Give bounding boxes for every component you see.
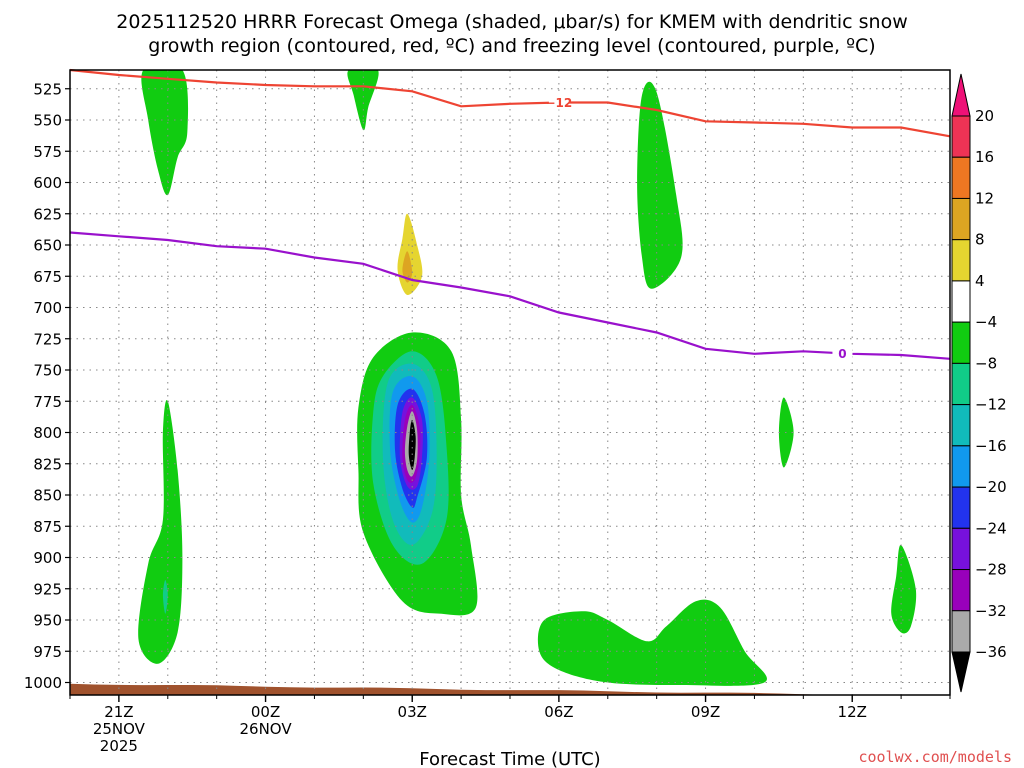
- omega-green-blob-hour11: [637, 81, 683, 289]
- y-axis: 525 550 575 600 625 650 675 700 725 750 775 800 825 8…: [24, 80, 70, 692]
- x-tick-label-03Z: 03Z: [398, 703, 427, 721]
- y-tick-label-1000: 1000: [24, 674, 62, 692]
- colorbar-label-5: −4: [975, 313, 997, 331]
- colorbar-label-10: −24: [975, 519, 1007, 537]
- colorbar-swatch-10: [951, 527, 971, 571]
- x-axis: 21Z 25NOV 2025 00Z 26NOV 03Z 06Z 09Z 12Z: [69, 695, 951, 755]
- omega-green-bottom-strip: [537, 599, 767, 686]
- colorbar-label-4: 4: [975, 272, 985, 290]
- y-tick-label-975: 975: [33, 643, 62, 661]
- colorbar-label-2: 12: [975, 189, 994, 207]
- colorbar: 20 16 12 8 4 −4 −8 −12 −16 −20 −24 −28 −32 −36: [951, 73, 1007, 693]
- colorbar-swatch-4: [951, 280, 971, 323]
- plot-area: [70, 70, 950, 695]
- x-tick-label-21Z: 21Z 25NOV 2025: [93, 703, 146, 755]
- x-tick-label-00Z: 00Z 26NOV: [239, 703, 292, 738]
- colorbar-swatch-1: [951, 156, 971, 199]
- colorbar-swatch-2: [951, 197, 971, 241]
- omega-teal-core-left: [162, 580, 168, 614]
- colorbar-label-9: −20: [975, 478, 1007, 496]
- colorbar-swatch-8: [951, 445, 971, 488]
- y-tick-label-725: 725: [33, 330, 62, 348]
- y-tick-label-850: 850: [33, 487, 62, 505]
- colorbar-label-8: −16: [975, 437, 1007, 455]
- colorbar-label-12: −32: [975, 602, 1007, 620]
- chart-title-line1: 2025112520 HRRR Forecast Omega (shaded, …: [116, 11, 908, 33]
- terrain: [70, 683, 950, 695]
- y-tick-label-750: 750: [33, 362, 62, 380]
- grid-lines: [70, 70, 950, 695]
- x-axis-label: Forecast Time (UTC): [419, 749, 600, 768]
- dgz-contour: [69, 68, 951, 138]
- colorbar-label-3: 8: [975, 231, 985, 249]
- omega-green-blob-left-top: [141, 70, 189, 196]
- dgz-contour-label: −12: [546, 96, 573, 110]
- y-tick-label-525: 525: [33, 80, 62, 98]
- y-tick-label-625: 625: [33, 205, 62, 223]
- omega-black-core: [408, 419, 416, 471]
- y-tick-label-700: 700: [33, 299, 62, 317]
- x-tick-label-12Z: 12Z: [838, 703, 867, 721]
- colorbar-label-0: 20: [975, 107, 994, 125]
- omega-yellow-blob-top-right: [876, 70, 950, 222]
- colorbar-bottom-arrow: [951, 651, 971, 693]
- omega-yellow-blob-low: [211, 582, 281, 629]
- y-tick-label-650: 650: [33, 237, 62, 255]
- colorbar-label-6: −8: [975, 354, 997, 372]
- y-tick-label-900: 900: [33, 549, 62, 567]
- colorbar-top-arrow: [951, 73, 971, 117]
- y-tick-label-550: 550: [33, 112, 62, 130]
- dgz-label-bg: [548, 95, 569, 110]
- freezing-level-label-bg: [832, 346, 853, 361]
- colorbar-swatch-12: [951, 610, 971, 653]
- colorbar-swatch-11: [951, 569, 971, 612]
- colorbar-label-13: −36: [975, 643, 1007, 661]
- freezing-level-contour-label: 0: [838, 347, 846, 361]
- colorbar-swatch-6: [951, 362, 971, 406]
- omega-green-blob-left-bottom: [138, 400, 183, 664]
- omega-green-blob-hour5: [347, 70, 379, 131]
- colorbar-label-11: −28: [975, 561, 1007, 579]
- y-tick-label-775: 775: [33, 393, 62, 411]
- y-tick-label-925: 925: [33, 580, 62, 598]
- freezing-level-contour: [69, 231, 951, 360]
- omega-dark-orange-core-hour6: [402, 251, 413, 283]
- y-tick-label-675: 675: [33, 268, 62, 286]
- y-tick-label-950: 950: [33, 612, 62, 630]
- colorbar-label-1: 16: [975, 148, 994, 166]
- colorbar-swatch-0: [951, 115, 971, 158]
- colorbar-swatch-3: [951, 239, 971, 282]
- credit-link[interactable]: coolwx.com/models: [858, 748, 1012, 766]
- y-tick-label-875: 875: [33, 518, 62, 536]
- y-tick-label-825: 825: [33, 455, 62, 473]
- x-tick-label-09Z: 09Z: [691, 703, 720, 721]
- omega-green-blob-hour16: [891, 544, 917, 634]
- x-tick-label-06Z: 06Z: [544, 703, 573, 721]
- colorbar-swatch-7: [951, 404, 971, 447]
- y-tick-label-600: 600: [33, 174, 62, 192]
- chart-title-line2: growth region (contoured, red, ºC) and f…: [148, 35, 875, 57]
- colorbar-swatch-9: [951, 486, 971, 529]
- contour-lines: −12 0: [69, 68, 951, 361]
- colorbar-swatch-5: [951, 321, 971, 364]
- omega-yellow-blob-hour14: [832, 217, 853, 346]
- y-tick-label-800: 800: [33, 424, 62, 442]
- y-tick-label-575: 575: [33, 143, 62, 161]
- colorbar-label-7: −12: [975, 396, 1007, 414]
